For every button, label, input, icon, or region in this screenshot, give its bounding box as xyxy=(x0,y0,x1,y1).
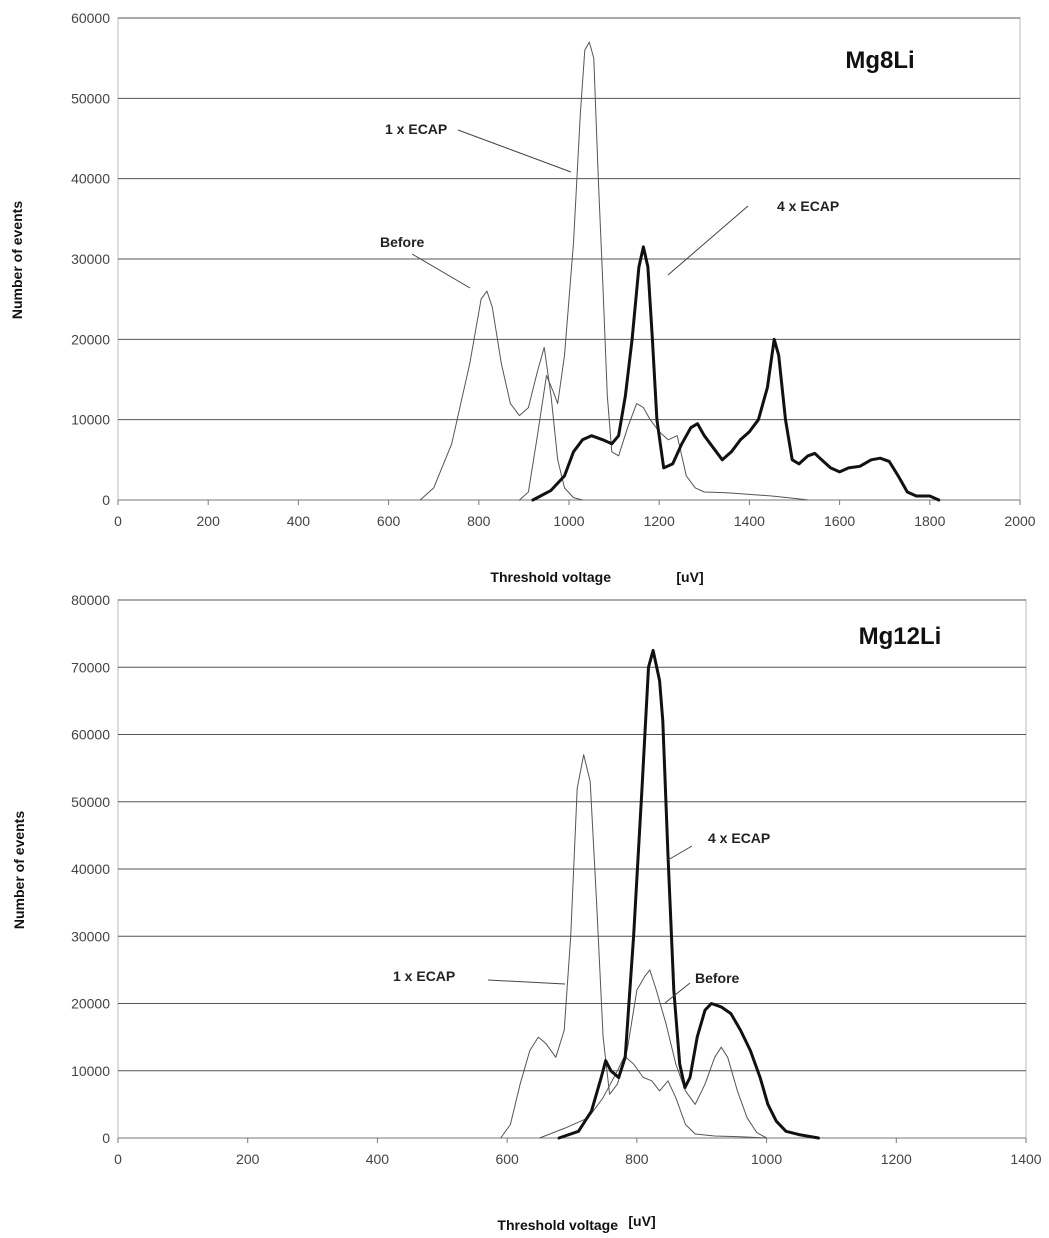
series-4-x-ecap-mg12li xyxy=(557,648,820,1140)
x-tick-label-mg12li: 1200 xyxy=(881,1151,912,1167)
y-tick-label-mg12li: 20000 xyxy=(71,996,110,1012)
x-tick-label-mg8li: 1200 xyxy=(644,513,675,529)
y-tick-label-mg12li: 50000 xyxy=(71,794,110,810)
x-tick-label-mg8li: 400 xyxy=(287,513,311,529)
y-tick-label-mg8li: 10000 xyxy=(71,412,110,428)
y-axis-label-mg12li: Number of events xyxy=(11,811,27,929)
y-axis-label-mg8li: Number of events xyxy=(9,201,25,319)
series-4-x-ecap-mg8li xyxy=(531,245,941,502)
x-tick-label-mg12li: 400 xyxy=(366,1151,390,1167)
x-tick-label-mg8li: 1800 xyxy=(914,513,945,529)
leader-before-mg12li xyxy=(664,982,691,1004)
x-tick-label-mg12li: 200 xyxy=(236,1151,260,1167)
x-tick-label-mg8li: 800 xyxy=(467,513,491,529)
y-tick-label-mg12li: 10000 xyxy=(71,1063,110,1079)
x-axis-label-mg12li: Threshold voltage xyxy=(497,1217,618,1233)
y-tick-label-mg8li: 30000 xyxy=(71,251,110,267)
annotation-before-mg8li: Before xyxy=(380,234,425,250)
annotation-1x-ecap-mg8li: 1 x ECAP xyxy=(385,121,447,137)
chart-title-mg8li: Mg8Li xyxy=(845,47,914,74)
chart-title-mg12li: Mg12Li xyxy=(859,623,942,650)
y-tick-label-mg12li: 60000 xyxy=(71,727,110,743)
y-tick-label-mg8li: 50000 xyxy=(71,90,110,106)
x-tick-label-mg8li: 200 xyxy=(197,513,221,529)
leader-1x-ecap-mg12li xyxy=(487,979,566,985)
y-tick-label-mg12li: 70000 xyxy=(71,659,110,675)
x-tick-label-mg12li: 1400 xyxy=(1010,1151,1041,1167)
x-tick-label-mg8li: 1600 xyxy=(824,513,855,529)
series-before-mg12li xyxy=(539,969,768,1139)
leader-before-mg8li xyxy=(411,253,471,289)
chart-mg12li: 0100002000030000400005000060000700008000… xyxy=(11,592,1042,1233)
x-axis-label-mg8li: Threshold voltage xyxy=(490,569,611,585)
leader-4x-ecap-mg12li xyxy=(667,845,693,861)
x-tick-label-mg12li: 0 xyxy=(114,1151,122,1167)
plot-mg12li: 0100002000030000400005000060000700008000… xyxy=(71,592,1042,1167)
plot-mg8li: 0 10000 20000 30000 40000 50000 60000 0 200 400 60… xyxy=(71,10,1036,529)
annotation-1x-ecap-mg12li: 1 x ECAP xyxy=(393,968,455,984)
y-tick-label-mg8li: 40000 xyxy=(71,171,110,187)
series-before-mg8li xyxy=(419,290,583,501)
y-tick-label-mg12li: 0 xyxy=(102,1130,110,1146)
x-tick-label-mg8li: 1000 xyxy=(553,513,584,529)
chart-mg8li: 0 10000 20000 30000 40000 50000 60000 0 200 400 60… xyxy=(9,10,1036,585)
y-tick-label-mg8li: 0 xyxy=(102,492,110,508)
leader-1x-ecap-mg8li xyxy=(457,129,572,173)
y-tick-label-mg12li: 40000 xyxy=(71,861,110,877)
y-tick-label-mg12li: 80000 xyxy=(71,592,110,608)
x-tick-label-mg8li: 1400 xyxy=(734,513,765,529)
series-1-x-ecap-mg12li xyxy=(500,754,768,1139)
x-tick-label-mg8li: 600 xyxy=(377,513,401,529)
series-1-x-ecap-mg8li xyxy=(518,41,809,501)
x-axis-unit-mg12li: [uV] xyxy=(628,1213,655,1229)
annotation-4x-ecap-mg12li: 4 x ECAP xyxy=(708,830,770,846)
annotation-before-mg12li: Before xyxy=(695,970,740,986)
x-tick-label-mg8li: 0 xyxy=(114,513,122,529)
x-tick-label-mg12li: 800 xyxy=(625,1151,649,1167)
x-tick-label-mg12li: 1000 xyxy=(751,1151,782,1167)
y-tick-label-mg8li: 60000 xyxy=(71,10,110,26)
x-tick-label-mg12li: 600 xyxy=(495,1151,519,1167)
leader-4x-ecap-mg8li xyxy=(667,205,749,276)
y-tick-label-mg12li: 30000 xyxy=(71,928,110,944)
y-tick-label-mg8li: 20000 xyxy=(71,331,110,347)
x-axis-unit-mg8li: [uV] xyxy=(676,569,703,585)
x-tick-label-mg8li: 2000 xyxy=(1004,513,1035,529)
annotation-4x-ecap-mg8li: 4 x ECAP xyxy=(777,198,839,214)
